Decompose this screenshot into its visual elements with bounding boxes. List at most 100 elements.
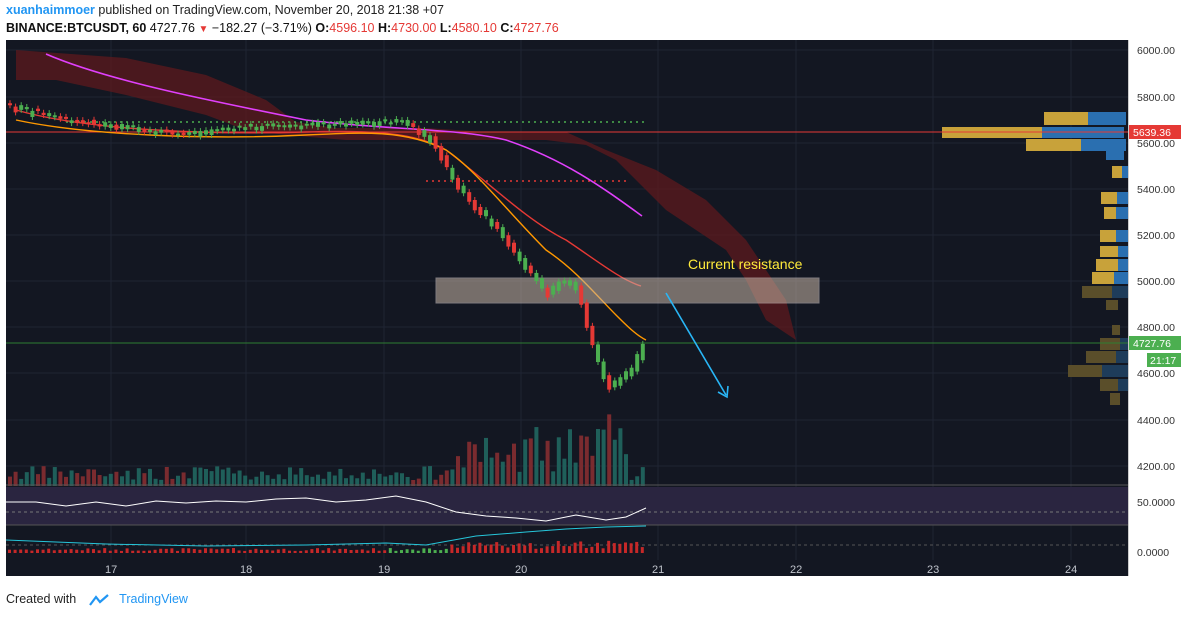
down-arrow-icon: ▼ [198, 24, 209, 35]
macd-bar [394, 550, 398, 553]
candle [170, 132, 175, 135]
candle [377, 121, 382, 126]
author-link[interactable]: xuanhaimmoer [6, 3, 95, 17]
macd-bar [528, 543, 532, 553]
candle [349, 120, 354, 124]
candle [276, 124, 281, 127]
annotation-label: Current resistance [688, 256, 803, 272]
volume-bar [512, 443, 516, 486]
macd-bar [220, 548, 224, 553]
candle [260, 126, 264, 131]
countdown-label: 21:17 [1150, 355, 1176, 367]
volume-bar [360, 472, 365, 486]
candle [64, 116, 68, 119]
volume-bar [612, 439, 617, 486]
tradingview-logo-icon [88, 593, 109, 606]
macd-bar [472, 544, 476, 553]
candle [355, 121, 360, 125]
volume-bar [450, 469, 455, 486]
candle [528, 265, 533, 274]
candle [405, 119, 410, 126]
volume-bar [596, 429, 600, 486]
volume-bar [618, 428, 623, 486]
candle [310, 122, 315, 126]
volume-bar [103, 476, 108, 486]
candle [36, 108, 40, 112]
high-price-marker [1129, 125, 1181, 139]
volume-bar [52, 467, 57, 486]
candle [624, 371, 628, 380]
volume-bar [181, 472, 186, 486]
candle [24, 107, 29, 110]
volume-bar [232, 473, 236, 486]
macd-bar [338, 548, 342, 553]
macd-bar [136, 550, 140, 553]
macd-bar [540, 548, 543, 553]
volume-bar [506, 454, 511, 486]
time-label: 18 [240, 564, 252, 576]
macd-bar [47, 548, 51, 553]
low-value: 4580.10 [451, 21, 497, 35]
time-label: 19 [378, 564, 390, 576]
volume-bar [215, 466, 220, 486]
macd-line [5, 525, 647, 547]
volume-bar [192, 467, 197, 486]
macd-bar [310, 549, 314, 553]
macd-bar [103, 548, 107, 553]
volume-bar [545, 440, 550, 486]
candle [243, 127, 248, 131]
volume-bar [579, 435, 584, 486]
volume-bar [534, 427, 539, 486]
volume-bar [164, 466, 169, 486]
time-axis: 17 18 19 20 21 22 23 24 [105, 564, 1077, 576]
volume-bar [338, 468, 343, 486]
ohlc-line: BINANCE:BTCUSDT, 60 4727.76 ▼ −182.27 (−… [6, 21, 559, 35]
macd-bar [416, 550, 420, 553]
macd-bar [192, 548, 196, 553]
candle [372, 121, 376, 127]
macd-bar [624, 542, 627, 553]
macd-bar [332, 550, 336, 553]
macd-bar [265, 549, 269, 553]
candle [388, 122, 393, 125]
macd-bar [573, 542, 577, 553]
candle [556, 281, 561, 291]
volume-bar [142, 473, 147, 486]
volume-bar [310, 476, 315, 486]
candle [601, 361, 606, 380]
volume-bar [366, 478, 371, 486]
volume-bar [372, 469, 376, 486]
volume-bar [349, 475, 354, 486]
macd-bar [456, 547, 459, 553]
volume-bar [170, 478, 175, 486]
volume-bar [321, 478, 326, 486]
macd-bar [80, 550, 84, 553]
volume-bar [58, 471, 63, 486]
macd-bar [125, 548, 129, 553]
rsi-tick: 50.0000 [1137, 497, 1175, 509]
macd-bar [316, 548, 319, 553]
tradingview-link[interactable]: TradingView [119, 592, 188, 606]
volume-bar [36, 474, 40, 486]
candle [394, 119, 399, 123]
candle [13, 106, 18, 113]
chart-canvas[interactable]: Current resistance 17 18 19 20 21 22 23 [5, 40, 1128, 576]
volume-bar [640, 467, 645, 486]
candle [512, 242, 516, 253]
close-value: 4727.76 [513, 21, 559, 35]
candle [478, 206, 483, 216]
symbol-label[interactable]: BINANCE:BTCUSDT, 60 [6, 21, 147, 35]
candle [500, 227, 505, 239]
macd-bar [640, 547, 644, 553]
candle [450, 167, 455, 180]
volume-bar [282, 479, 287, 486]
time-label: 17 [105, 564, 117, 576]
macd-bar [383, 550, 387, 553]
volume-bar [439, 474, 444, 486]
candle [86, 122, 91, 125]
price-axis[interactable]: 6000.00 5800.00 5600.00 5400.00 5200.00 … [1128, 40, 1183, 576]
candle [433, 136, 438, 149]
candle [58, 116, 63, 119]
volume-bar [467, 441, 472, 486]
volume-bar [394, 472, 399, 486]
